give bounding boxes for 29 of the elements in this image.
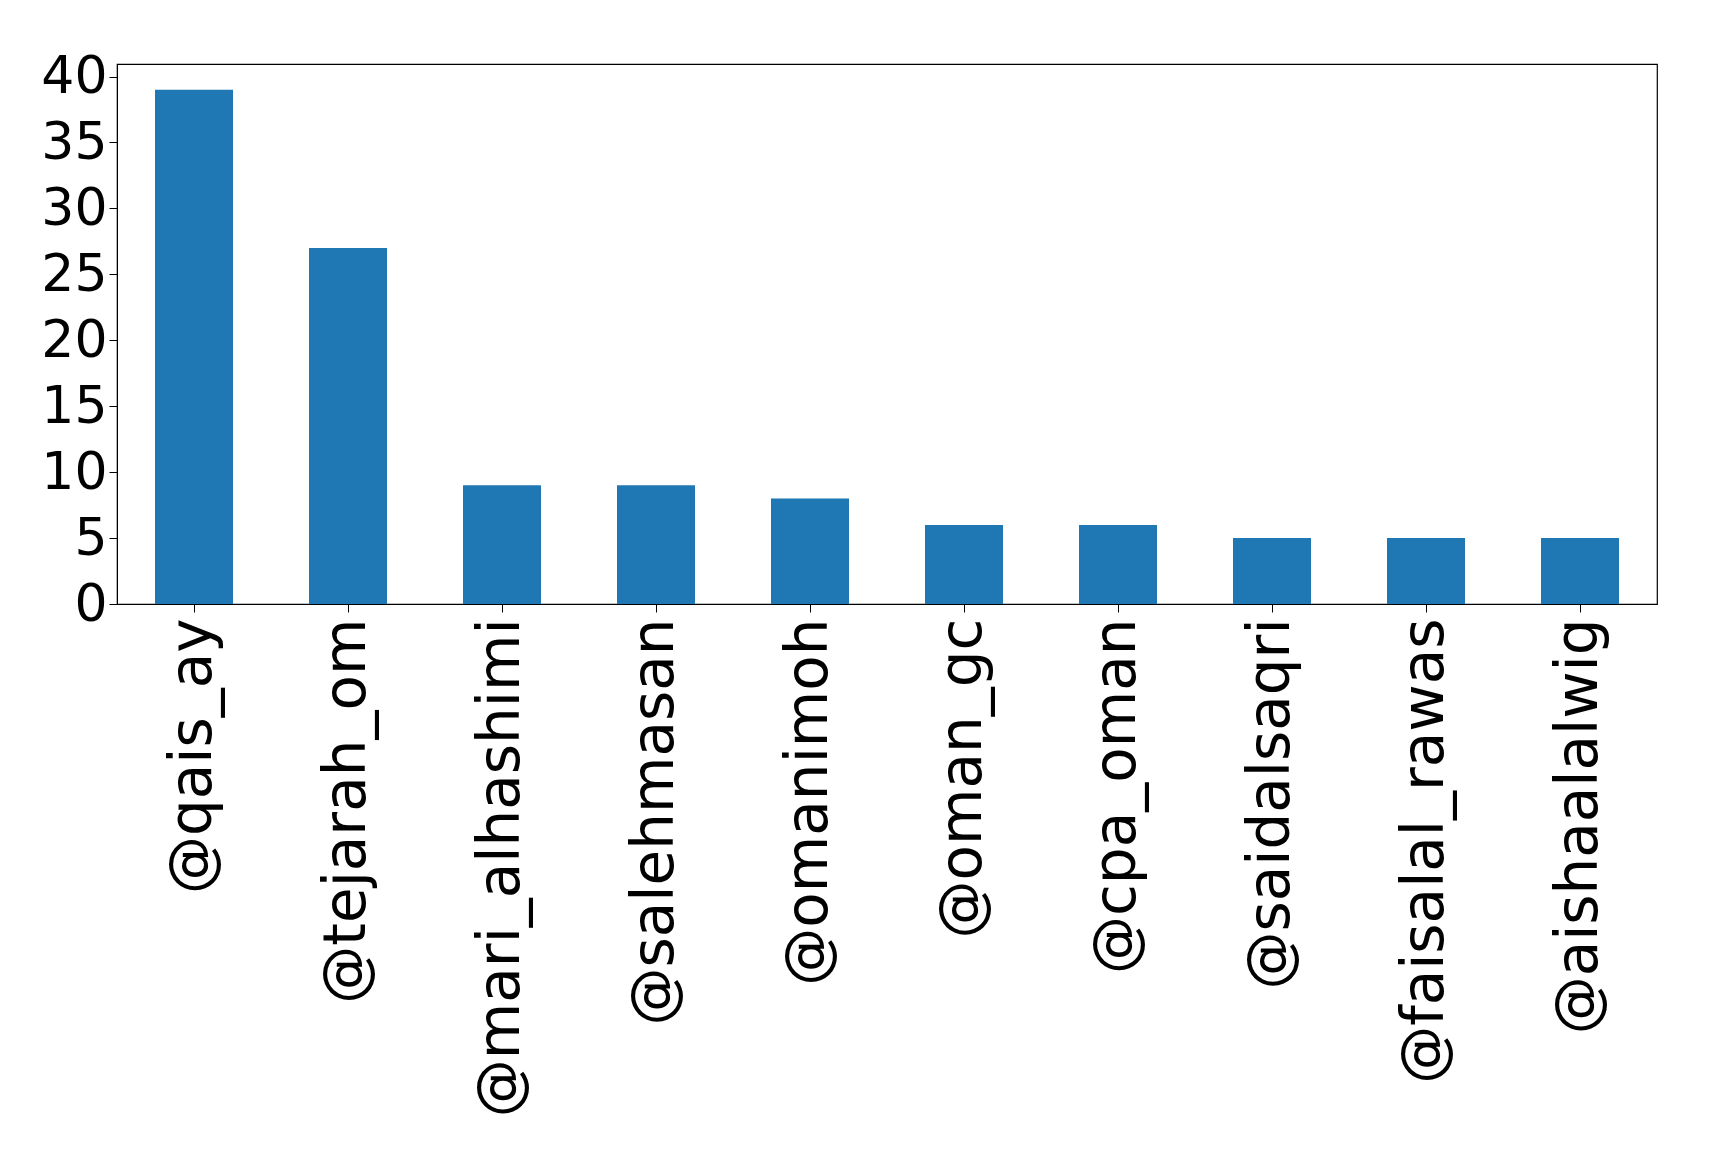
x-tick-label: @qais_ay	[157, 618, 225, 895]
x-tick-label: @saidalsaqri	[1235, 618, 1303, 990]
y-tick-label: 40	[41, 45, 108, 106]
bar	[1541, 538, 1619, 604]
y-tick-label: 20	[41, 308, 108, 369]
y-tick-label: 30	[41, 176, 108, 237]
bar	[155, 89, 233, 604]
y-tick-label: 25	[41, 242, 108, 303]
bar	[617, 485, 695, 604]
y-tick-label: 15	[41, 374, 108, 435]
bar	[463, 485, 541, 604]
y-tick-label: 5	[74, 506, 108, 567]
bar	[1387, 538, 1465, 604]
x-tick-label: @cpa_oman	[1081, 618, 1149, 975]
x-tick-label: @omanimoh	[773, 618, 841, 986]
bar	[1233, 538, 1311, 604]
bar	[309, 247, 387, 604]
x-tick-label: @oman_gc	[927, 618, 995, 939]
x-tick-label: @tejarah_om	[311, 618, 379, 1004]
y-tick-label: 10	[41, 440, 108, 501]
bar	[771, 498, 849, 604]
x-tick-label: @aishaalalwig	[1543, 618, 1611, 1035]
bar	[925, 524, 1003, 604]
x-tick-label: @salehmasan	[619, 618, 687, 1026]
x-tick-label: @faisalal_rawas	[1389, 618, 1457, 1084]
y-tick-label: 35	[41, 110, 108, 171]
y-tick-label: 0	[74, 572, 108, 633]
bar	[1079, 524, 1157, 604]
x-tick-label: @mari_alhashimi	[465, 618, 533, 1118]
